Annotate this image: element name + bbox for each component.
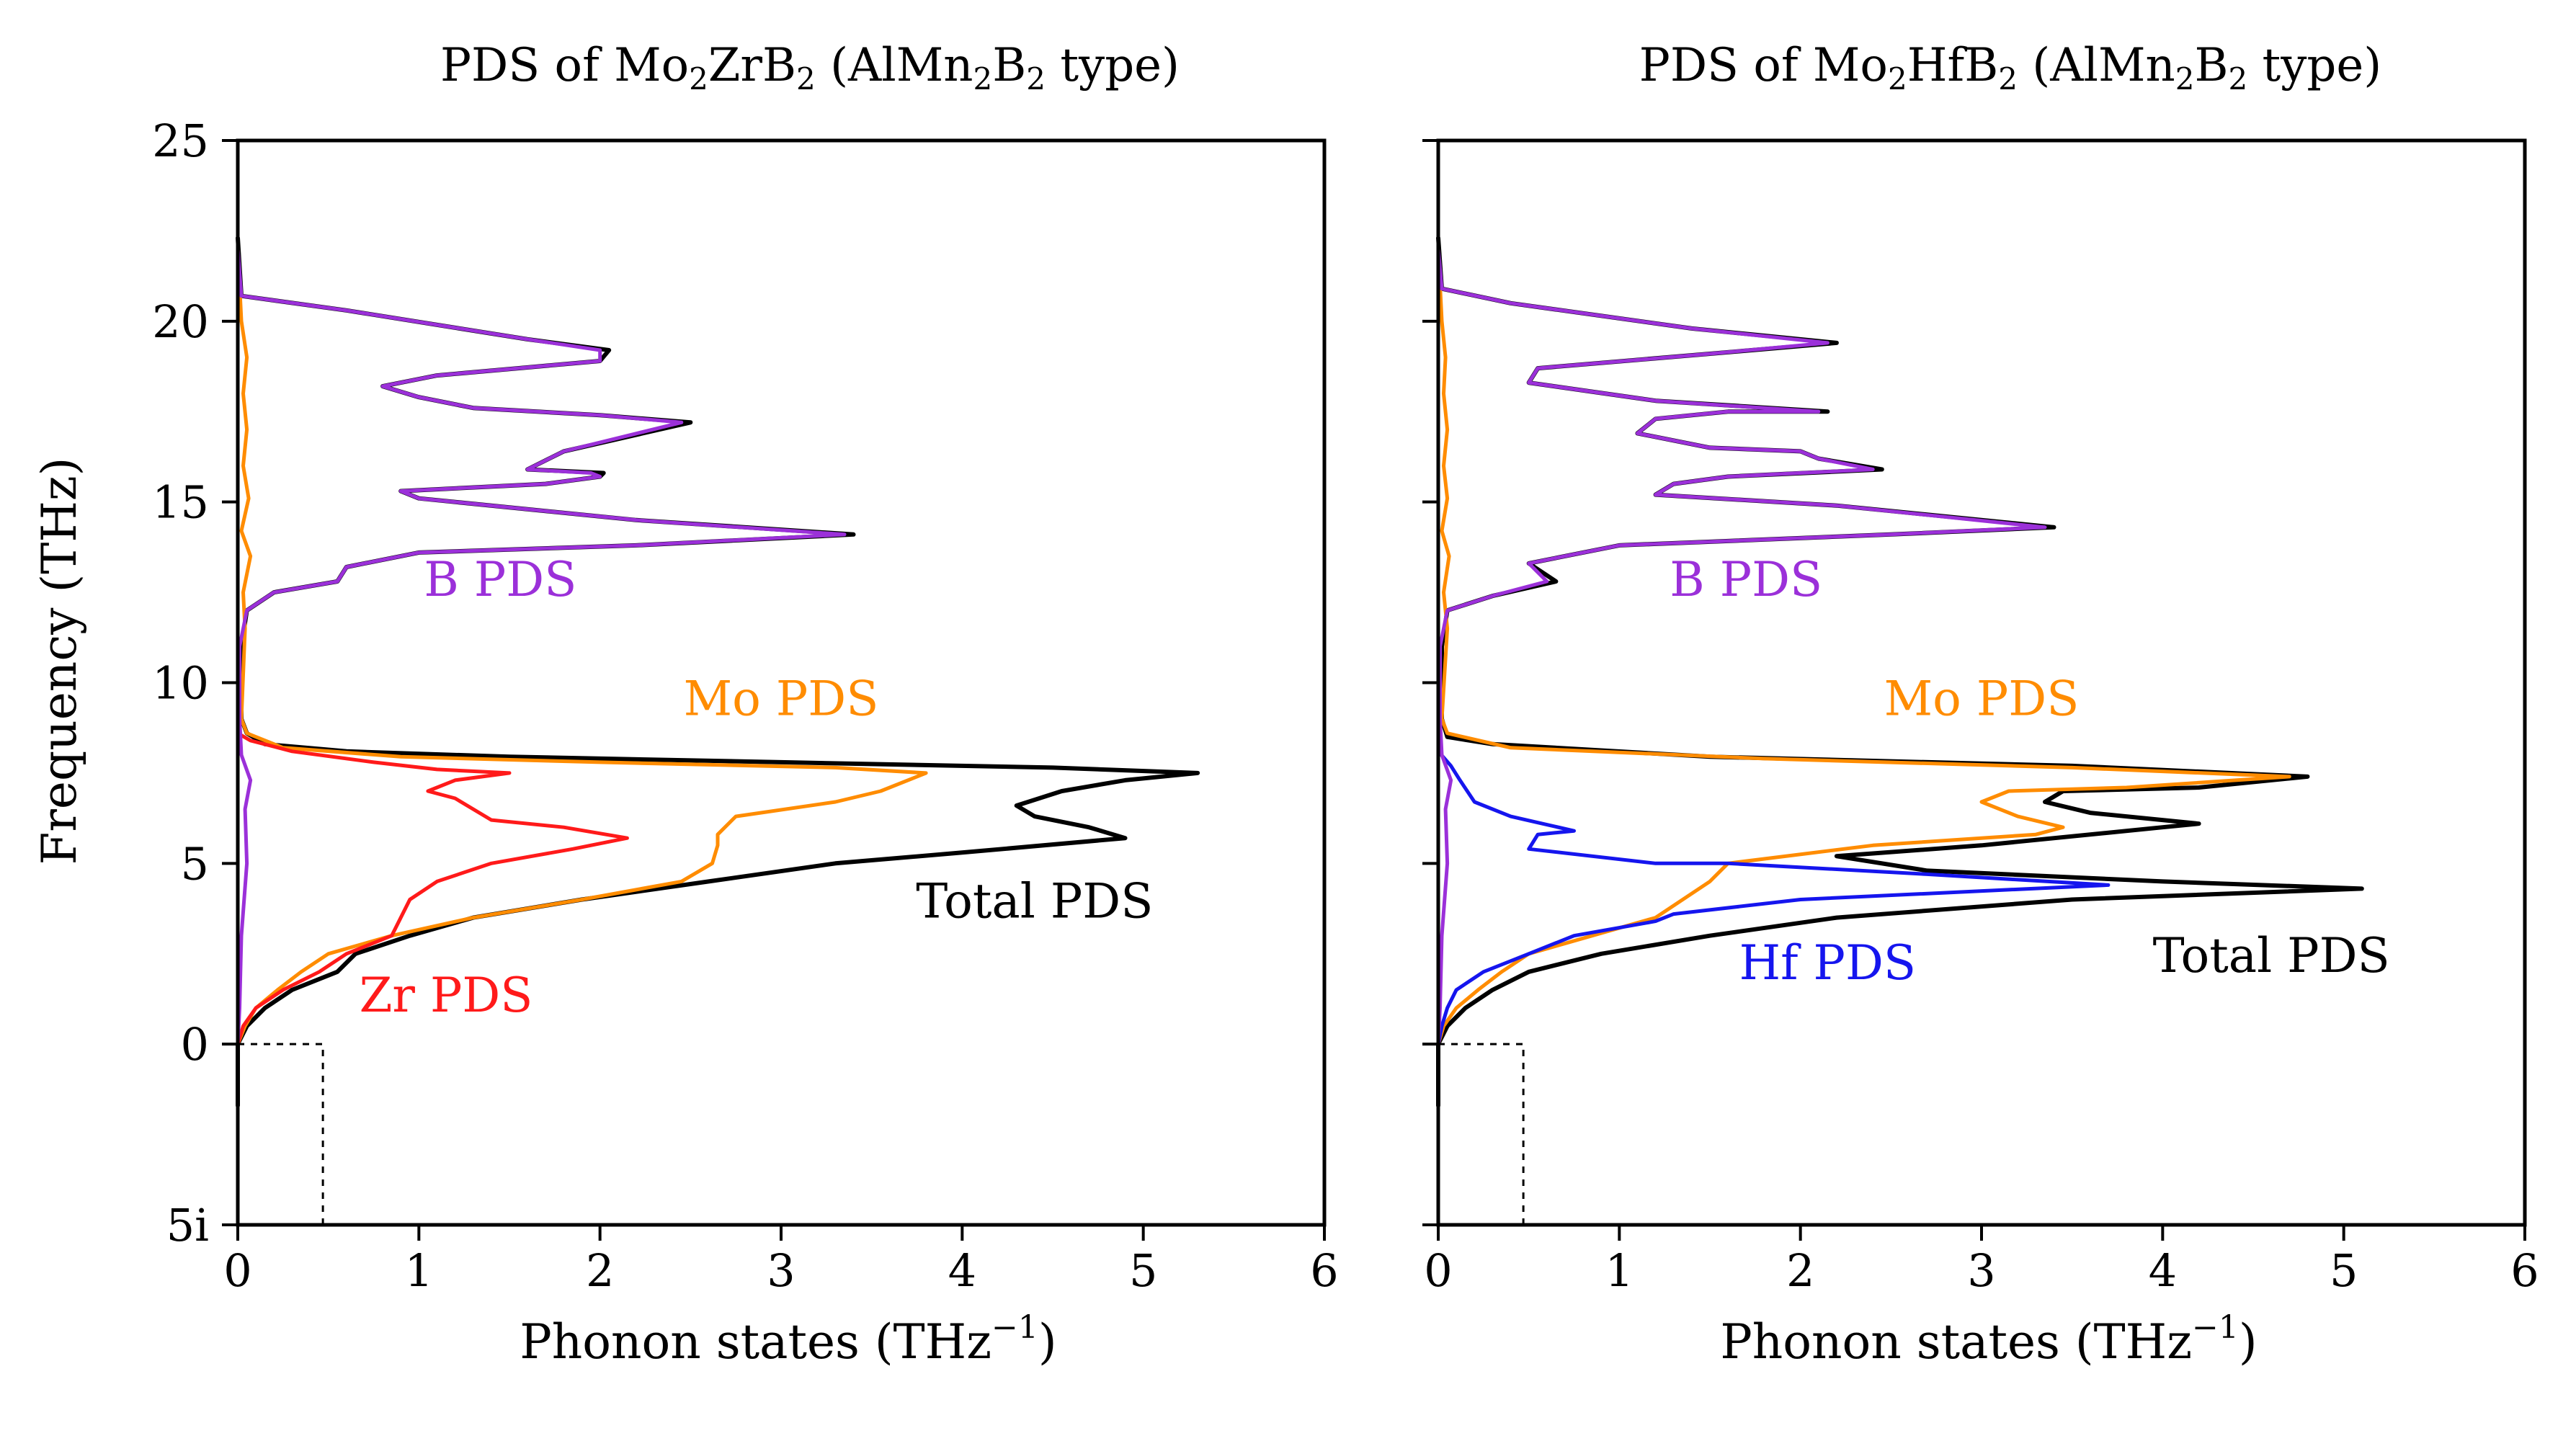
x-tick-label: 6: [2510, 1244, 2539, 1297]
y-tick-label: 15: [152, 476, 209, 529]
x-tick-label: 2: [1786, 1244, 1814, 1297]
x-tick-label: 1: [1605, 1244, 1634, 1297]
x-tick-label: 0: [1424, 1244, 1452, 1297]
annotation-total-pds: Total PDS: [2153, 928, 2390, 983]
title-subscript: 2: [1026, 61, 1046, 97]
x-axis-label: Phonon states (THz−1): [520, 1309, 1056, 1370]
y-axis-label: Frequency (THz): [32, 458, 87, 865]
x-axis-label-close: ): [2239, 1314, 2258, 1370]
x-axis-label-superscript: −1: [2192, 1309, 2239, 1346]
title-text: type): [1046, 39, 1180, 92]
title-subscript: 2: [1888, 61, 1907, 97]
y-tick-label: 25: [152, 115, 209, 167]
series-line-b-pds: [1436, 247, 2047, 1046]
title-subscript: 2: [973, 61, 992, 97]
x-tick-label: 5: [1129, 1244, 1157, 1297]
y-tick-label: 5i: [166, 1199, 209, 1252]
y-tick-label: 0: [181, 1018, 209, 1071]
y-tick-label: 20: [152, 295, 209, 348]
title-text: (AlMn: [2018, 39, 2175, 92]
x-tick-label: 4: [948, 1244, 976, 1297]
annotation-total-pds: Total PDS: [916, 874, 1153, 929]
annotation-zr-pds: Zr PDS: [360, 968, 533, 1023]
y-tick-label: 5: [181, 837, 209, 890]
x-tick-label: 3: [767, 1244, 795, 1297]
x-tick-label: 6: [1310, 1244, 1338, 1297]
chart-title: PDS of Mo2ZrB2 (AlMn2B2 type): [440, 39, 1180, 97]
annotation-b-pds: B PDS: [424, 552, 576, 607]
title-text: type): [2247, 39, 2381, 92]
x-axis-label-close: ): [1038, 1314, 1057, 1370]
x-tick-label: 4: [2149, 1244, 2177, 1297]
series-line-mo-pds: [1436, 247, 2291, 1046]
title-text: HfB: [1907, 39, 1999, 92]
title-subscript: 2: [689, 61, 708, 97]
title-text: ZrB: [708, 39, 796, 92]
x-axis-label-main: Phonon states (THz: [1720, 1314, 2192, 1370]
title-subscript: 2: [2228, 61, 2247, 97]
x-tick-label: 5: [2330, 1244, 2358, 1297]
title-subscript: 2: [2175, 61, 2195, 97]
title-text: B: [992, 39, 1026, 92]
chart-title: PDS of Mo2HfB2 (AlMn2B2 type): [1639, 39, 2381, 97]
series-line-b-pds: [236, 247, 847, 1046]
x-tick-label: 3: [1967, 1244, 1995, 1297]
annotation-mo-pds: Mo PDS: [684, 672, 879, 727]
x-axis-label-main: Phonon states (THz: [520, 1314, 991, 1370]
series-line-zr-pds: [236, 731, 629, 1046]
annotation-mo-pds: Mo PDS: [1884, 672, 2080, 727]
series-line-hf-pds: [1436, 749, 2111, 1046]
x-axis-label: Phonon states (THz−1): [1720, 1309, 2257, 1370]
x-tick-label: 0: [223, 1244, 251, 1297]
title-text: B: [2194, 39, 2228, 92]
annotation-b-pds: B PDS: [1670, 552, 1822, 607]
series-line-mo-pds: [236, 247, 928, 1046]
x-axis-label-superscript: −1: [991, 1309, 1038, 1346]
title-text: PDS of Mo: [440, 39, 689, 92]
title-subscript: 2: [1998, 61, 2018, 97]
imaginary-region-box: [238, 1043, 324, 1226]
x-tick-label: 1: [405, 1244, 433, 1297]
title-text: PDS of Mo: [1639, 39, 1888, 92]
annotation-hf-pds: Hf PDS: [1739, 935, 1917, 991]
x-tick-label: 2: [586, 1244, 614, 1297]
imaginary-region-box: [1438, 1043, 1525, 1226]
y-tick-label: 10: [152, 657, 209, 710]
title-subscript: 2: [796, 61, 816, 97]
title-text: (AlMn: [816, 39, 973, 92]
